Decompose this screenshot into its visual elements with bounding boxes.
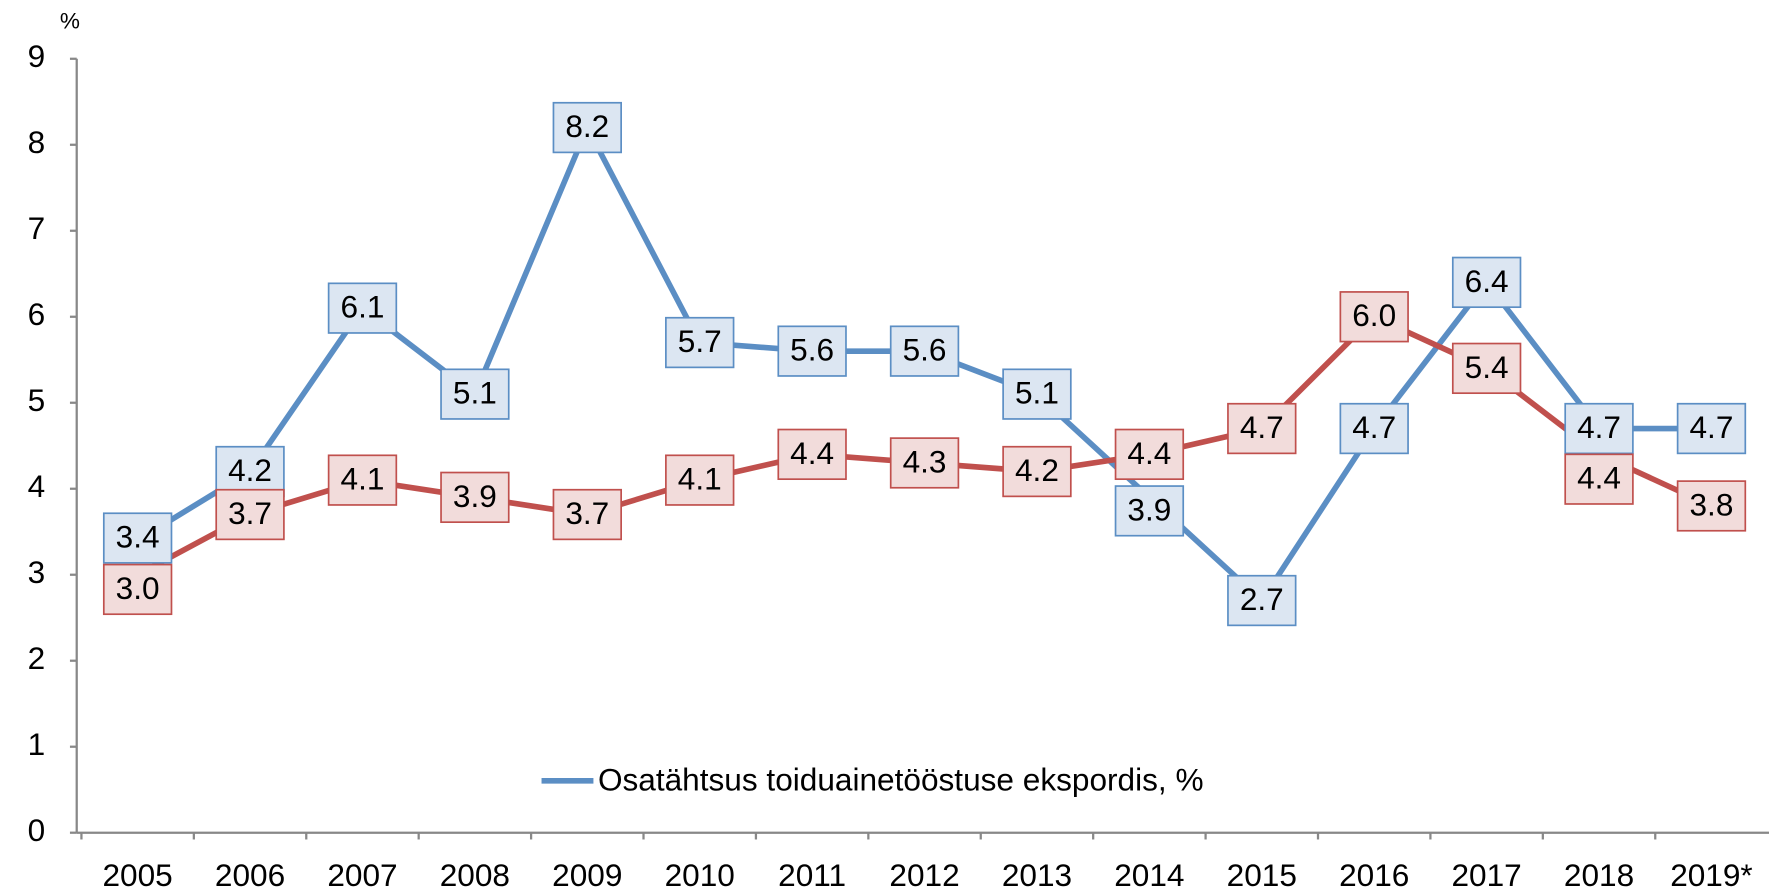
value-label-box bbox=[777, 325, 847, 377]
value-label: 3.4 bbox=[116, 519, 160, 555]
value-label-box bbox=[889, 437, 960, 489]
y-tick-label: 4 bbox=[28, 468, 46, 504]
x-tick-label: 2016 bbox=[1339, 857, 1409, 893]
value-label: 4.3 bbox=[903, 443, 947, 479]
value-label: 3.9 bbox=[1127, 491, 1171, 527]
x-tick-label: 2008 bbox=[440, 857, 510, 893]
y-axis-unit: % bbox=[60, 9, 80, 34]
x-tick-label: 2013 bbox=[1002, 857, 1072, 893]
value-label-box bbox=[215, 488, 285, 541]
x-tick-label: 2014 bbox=[1114, 857, 1184, 893]
value-label-box bbox=[1227, 402, 1297, 455]
value-label-box bbox=[777, 428, 847, 481]
value-label: 4.7 bbox=[1352, 409, 1396, 445]
y-tick-label: 7 bbox=[28, 210, 46, 246]
x-tick-label: 2007 bbox=[327, 857, 397, 893]
value-label: 5.6 bbox=[903, 332, 947, 368]
x-tick-label: 2018 bbox=[1564, 857, 1634, 893]
value-label-box bbox=[1564, 402, 1634, 455]
value-label: 8.2 bbox=[565, 108, 609, 144]
value-label: 4.7 bbox=[1240, 409, 1284, 445]
value-label-box bbox=[1227, 574, 1297, 627]
value-label-box bbox=[327, 454, 398, 506]
value-label-box bbox=[1676, 402, 1747, 455]
value-label-box bbox=[1002, 445, 1072, 498]
value-label: 4.7 bbox=[1690, 409, 1734, 445]
x-tick-label: 2017 bbox=[1452, 857, 1522, 893]
value-label-box bbox=[552, 101, 622, 154]
value-label: 4.1 bbox=[678, 461, 722, 497]
value-label: 5.1 bbox=[453, 375, 497, 411]
x-tick-label: 2015 bbox=[1227, 857, 1297, 893]
value-label: 4.7 bbox=[1577, 409, 1621, 445]
value-label: 5.1 bbox=[1015, 375, 1059, 411]
value-label-box bbox=[1451, 342, 1522, 395]
value-label: 2.7 bbox=[1240, 581, 1284, 617]
value-label-box bbox=[215, 445, 285, 498]
value-label-box bbox=[665, 316, 735, 369]
value-label-box bbox=[440, 368, 510, 420]
y-tick-label: 8 bbox=[28, 124, 46, 160]
value-label: 4.2 bbox=[228, 452, 272, 488]
value-label-box bbox=[102, 563, 173, 616]
value-label-box bbox=[102, 512, 173, 564]
value-label-box bbox=[1114, 428, 1185, 481]
legend-label: Osatähtsus toiduainetööstuse ekspordis, … bbox=[598, 761, 1204, 797]
x-tick-label: 2009 bbox=[552, 857, 622, 893]
value-label: 4.4 bbox=[790, 435, 834, 471]
value-label: 6.0 bbox=[1352, 297, 1396, 333]
value-label-box bbox=[665, 454, 735, 506]
x-tick-label: 2012 bbox=[889, 857, 959, 893]
value-label: 3.0 bbox=[116, 570, 160, 606]
x-tick-label: 2010 bbox=[665, 857, 735, 893]
value-label-box bbox=[1339, 291, 1409, 343]
y-tick-label: 1 bbox=[28, 726, 46, 762]
x-tick-label: 2011 bbox=[778, 857, 846, 893]
value-label-box bbox=[327, 282, 398, 334]
value-label: 3.7 bbox=[565, 495, 609, 531]
x-tick-label: 2006 bbox=[215, 857, 285, 893]
value-label: 3.9 bbox=[453, 478, 497, 514]
value-label-box bbox=[1564, 453, 1634, 505]
value-label: 4.2 bbox=[1015, 452, 1059, 488]
value-label: 4.4 bbox=[1127, 435, 1171, 471]
value-label-box bbox=[889, 325, 960, 377]
x-tick-label: 2005 bbox=[103, 857, 173, 893]
value-label-box bbox=[1339, 402, 1409, 455]
value-label: 5.6 bbox=[790, 332, 834, 368]
value-label-box bbox=[1451, 256, 1522, 309]
y-tick-label: 9 bbox=[28, 38, 46, 74]
value-label: 6.4 bbox=[1465, 263, 1509, 299]
y-tick-label: 2 bbox=[28, 640, 46, 676]
value-label-box bbox=[1002, 368, 1072, 420]
value-label: 5.7 bbox=[678, 323, 722, 359]
value-label: 6.1 bbox=[341, 289, 385, 325]
value-label-box bbox=[552, 488, 622, 541]
y-tick-label: 5 bbox=[28, 382, 46, 418]
x-tick-label: 2019* bbox=[1670, 857, 1753, 893]
y-tick-label: 0 bbox=[28, 812, 46, 848]
y-tick-label: 3 bbox=[28, 554, 46, 590]
value-label: 4.1 bbox=[341, 461, 385, 497]
value-label: 4.4 bbox=[1577, 460, 1621, 496]
value-label-box bbox=[1114, 485, 1185, 537]
value-label: 3.7 bbox=[228, 495, 272, 531]
value-label-box bbox=[1676, 480, 1747, 532]
value-label: 3.8 bbox=[1690, 486, 1734, 522]
value-label: 5.4 bbox=[1465, 349, 1509, 385]
value-label-box bbox=[440, 471, 510, 524]
y-tick-label: 6 bbox=[28, 296, 46, 332]
